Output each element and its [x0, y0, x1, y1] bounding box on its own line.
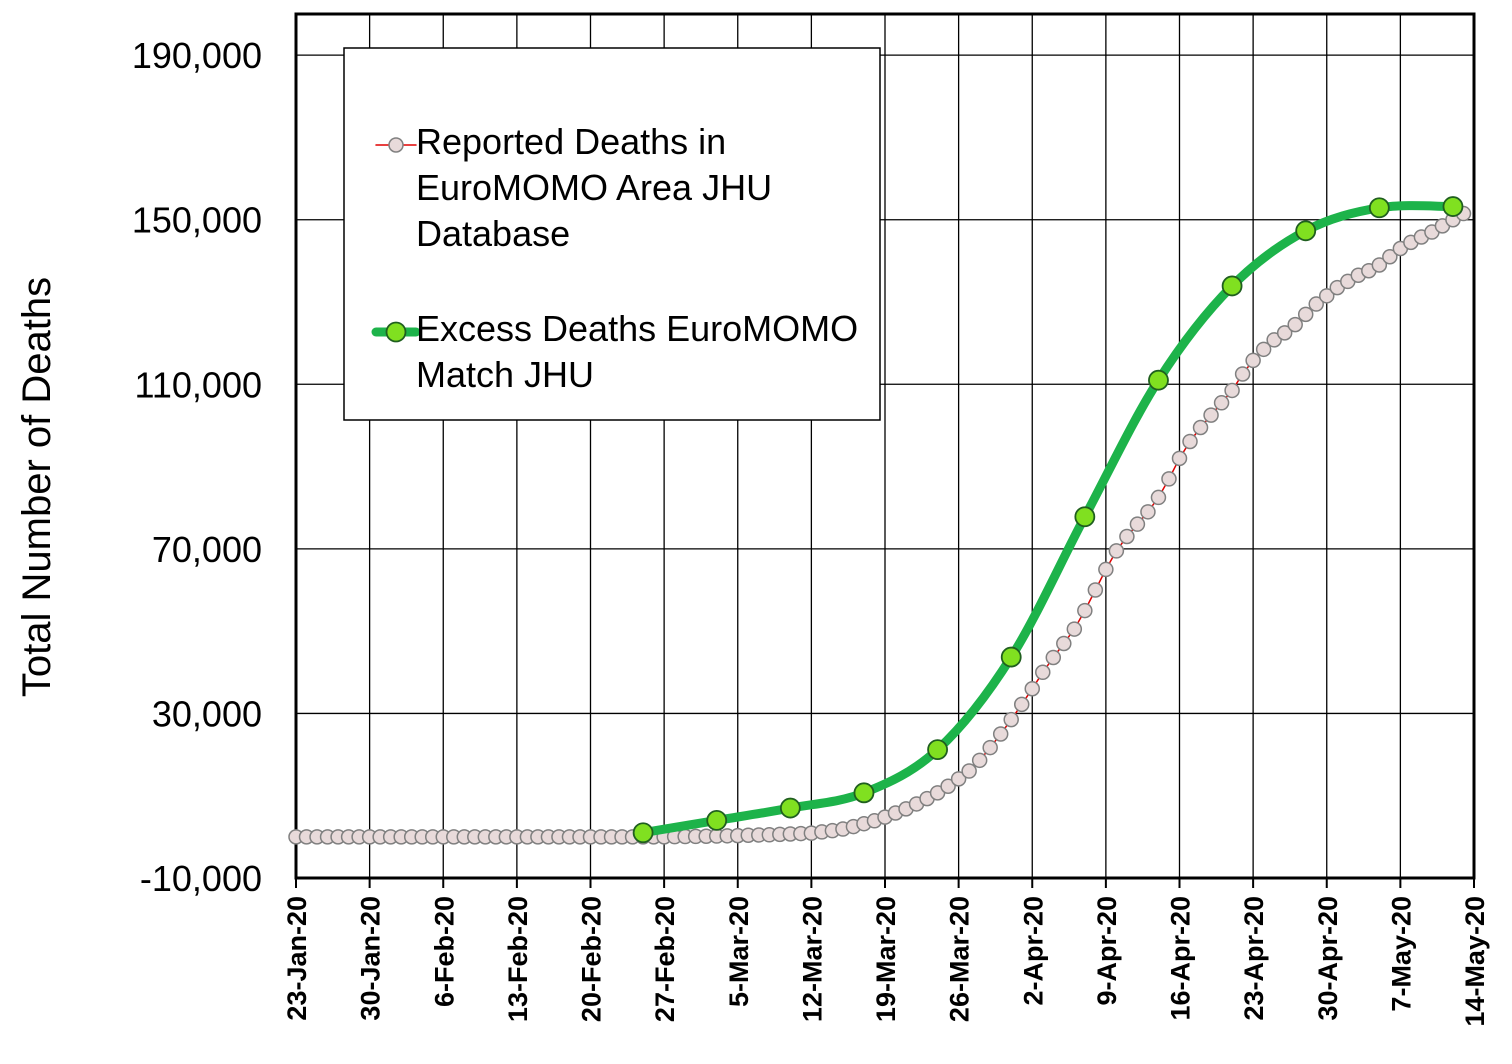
data-point — [1024, 680, 1040, 697]
data-point — [779, 797, 801, 819]
legend-marker — [385, 321, 407, 343]
data-point — [1003, 711, 1019, 728]
data-point — [1297, 306, 1314, 323]
y-axis-label: Total Number of Deaths — [15, 277, 59, 697]
data-point — [1308, 296, 1324, 312]
x-tick-label: 7-May-20 — [1386, 896, 1416, 1012]
x-tick-label: 6-Feb-20 — [429, 896, 459, 1007]
data-point — [1098, 561, 1114, 578]
data-point — [1245, 352, 1261, 369]
data-point — [853, 782, 875, 804]
data-point — [1255, 341, 1272, 358]
data-point — [1087, 582, 1104, 598]
data-point — [992, 726, 1009, 742]
data-point — [1013, 696, 1030, 713]
x-tick-label: 12-Mar-20 — [797, 896, 827, 1022]
data-point — [1074, 506, 1096, 528]
y-tick-label: 70,000 — [152, 529, 262, 570]
data-point — [1108, 543, 1125, 559]
plot-frame — [294, 12, 1476, 880]
legend-entry: Reported Deaths in EuroMOMO Area JHU Dat… — [416, 121, 773, 254]
data-point — [632, 822, 654, 844]
data-point — [1056, 635, 1072, 652]
y-tick-label: 150,000 — [132, 200, 262, 241]
data-point — [1276, 325, 1293, 341]
y-tick-label: 30,000 — [152, 693, 262, 734]
data-point — [706, 810, 728, 831]
x-tick-label: 30-Jan-20 — [356, 896, 386, 1021]
data-point — [1295, 220, 1317, 242]
legend-marker — [388, 137, 404, 153]
data-point — [971, 752, 988, 769]
data-point — [1234, 366, 1251, 382]
data-point — [1035, 664, 1051, 681]
x-tick-label: 26-Mar-20 — [945, 896, 975, 1022]
data-point — [1266, 332, 1282, 348]
data-point — [1224, 382, 1240, 399]
data-point — [1000, 646, 1022, 668]
legend-entry: Excess Deaths EuroMOMO Match JHU — [416, 308, 859, 395]
legend-label: Excess Deaths EuroMOMO Match JHU — [416, 308, 859, 395]
x-tick-label: 16-Apr-20 — [1166, 896, 1196, 1021]
data-point — [1129, 516, 1146, 532]
x-tick-label: 23-Jan-20 — [282, 896, 312, 1021]
data-point — [1077, 602, 1093, 619]
y-tick-label: 110,000 — [135, 364, 262, 405]
x-tick-label: 9-Apr-20 — [1092, 896, 1122, 1006]
data-point — [1150, 489, 1167, 506]
data-point — [961, 763, 977, 779]
data-point — [1148, 369, 1169, 391]
x-tick-label: 2-Apr-20 — [1018, 896, 1048, 1006]
data-point — [927, 739, 948, 761]
y-tick-label: -10,000 — [140, 858, 262, 899]
data-point — [1203, 407, 1219, 423]
data-point — [1182, 433, 1198, 450]
data-point — [1442, 196, 1464, 217]
data-point — [1368, 197, 1390, 219]
x-tick-label: 14-May-20 — [1460, 896, 1490, 1027]
x-tick-label: 13-Feb-20 — [503, 896, 533, 1022]
legend-label: Reported Deaths in EuroMOMO Area JHU Dat… — [416, 121, 773, 254]
data-point — [982, 739, 998, 756]
x-tick-label: 27-Feb-20 — [650, 896, 680, 1022]
x-tick-label: 5-Mar-20 — [724, 896, 754, 1007]
x-tick-label: 20-Feb-20 — [577, 896, 607, 1022]
data-point — [1319, 288, 1335, 304]
data-point — [940, 778, 956, 795]
data-point — [1171, 450, 1188, 467]
data-point — [1221, 275, 1243, 297]
data-point — [950, 771, 967, 787]
x-tick-label: 30-Apr-20 — [1313, 896, 1343, 1021]
legend-box — [343, 47, 881, 421]
data-point — [1371, 257, 1388, 273]
data-point — [1066, 621, 1083, 637]
data-point — [1161, 471, 1177, 487]
x-tick-label: 23-Apr-20 — [1239, 896, 1269, 1021]
data-point — [1045, 649, 1062, 666]
data-point — [1213, 395, 1230, 411]
data-point — [1140, 504, 1156, 520]
y-tick-label: 190,000 — [132, 35, 262, 76]
x-tick-label: 19-Mar-20 — [871, 896, 901, 1022]
data-point — [1119, 528, 1135, 545]
data-point — [1192, 419, 1209, 436]
data-point — [1287, 316, 1303, 333]
data-point — [1382, 248, 1398, 265]
